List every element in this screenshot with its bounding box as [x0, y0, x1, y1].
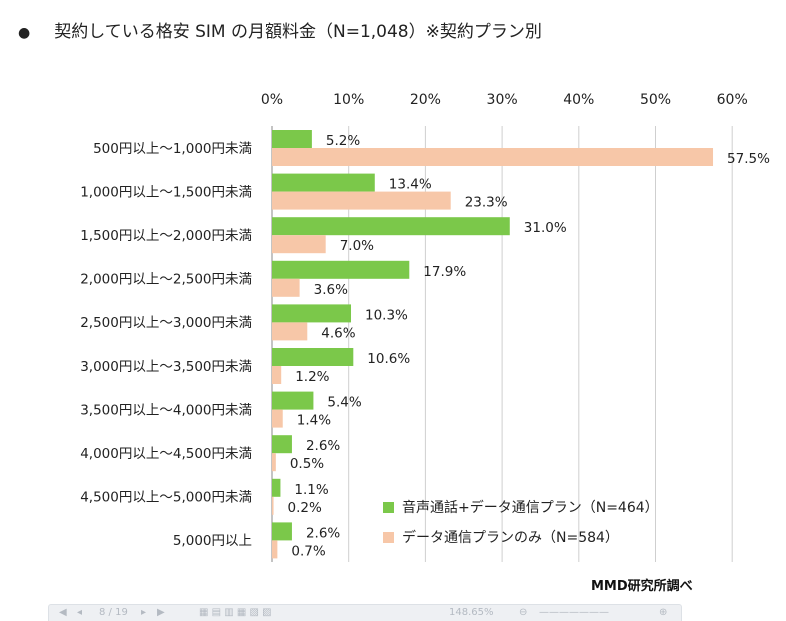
bar-series-2 [272, 191, 451, 210]
bar-series-1 [272, 173, 375, 192]
chart-title: 契約している格安 SIM の月額料金（N=1,048）※契約プラン別 [54, 22, 542, 42]
x-tick-label: 50% [640, 92, 671, 108]
bar-series-1 [272, 435, 292, 454]
data-label-series-1: 10.3% [365, 307, 408, 323]
legend-item-series-2: データ通信プランのみ（N=584） [383, 522, 659, 552]
bar-series-1 [272, 130, 312, 148]
last-page-icon[interactable]: ▶ [157, 607, 165, 618]
category-label: 1,500円以上～2,000円未満 [80, 228, 252, 244]
zoom-in-icon[interactable]: ⊕ [659, 607, 668, 618]
data-label-series-1: 1.1% [294, 482, 328, 498]
bar-series-1 [272, 304, 352, 323]
data-label-series-1: 2.6% [306, 438, 340, 454]
data-label-series-1: 31.0% [524, 220, 567, 236]
data-label-series-2: 4.6% [321, 325, 355, 341]
data-label-series-2: 0.2% [288, 500, 322, 516]
next-page-icon[interactable]: ▸ [141, 607, 147, 618]
bar-series-1 [272, 391, 314, 410]
category-label: 3,000円以上～3,500円未満 [80, 359, 252, 375]
bar-chart: 0% 10% 20% 30% 40% 50% 60% 500円以上～1,000円未満 5.2% 5… [80, 92, 770, 562]
x-tick-label: 40% [563, 92, 594, 108]
bar-series-1 [272, 478, 281, 497]
first-page-icon[interactable]: ◀ [59, 607, 67, 618]
legend-swatch-series-2 [383, 531, 394, 543]
data-label-series-2: 0.5% [290, 456, 324, 472]
bar-series-1 [272, 217, 510, 236]
category-label: 1,000円以上～1,500円未満 [80, 184, 252, 200]
zoom-level[interactable]: 148.65% [449, 607, 494, 618]
title-bullet: ● [18, 25, 31, 41]
bar-series-2 [272, 540, 278, 559]
bar-series-1 [272, 260, 410, 279]
bar-series-2 [272, 366, 282, 384]
x-tick-label: 20% [410, 92, 441, 108]
zoom-slider[interactable]: ——————— [539, 607, 609, 618]
data-label-series-2: 3.6% [314, 282, 348, 298]
x-tick-label: 30% [487, 92, 518, 108]
prev-page-icon[interactable]: ◂ [77, 607, 83, 618]
category-label: 2,500円以上～3,000円未満 [80, 315, 252, 331]
legend-item-series-1: 音声通話+データ通信プラン（N=464） [383, 492, 659, 522]
x-tick-label: 60% [717, 92, 748, 108]
bar-series-1 [272, 348, 354, 366]
data-label-series-1: 13.4% [389, 177, 432, 193]
category-label: 2,000円以上～2,500円未満 [80, 272, 252, 288]
data-label-series-2: 23.3% [465, 195, 508, 211]
legend-swatch-series-1 [383, 501, 394, 513]
bar-series-2 [272, 409, 283, 428]
legend-label-series-2: データ通信プランのみ（N=584） [402, 530, 619, 546]
data-label-series-1: 5.2% [326, 133, 360, 149]
data-label-series-2: 1.4% [297, 413, 331, 429]
data-label-series-1: 10.6% [367, 351, 410, 367]
category-label: 4,500円以上～5,000円未満 [80, 490, 252, 506]
x-tick-label: 0% [261, 92, 283, 108]
x-tick-label: 10% [333, 92, 364, 108]
data-label-series-1: 17.9% [423, 264, 466, 280]
bar-series-2 [272, 278, 300, 297]
chart-title-row: ● 契約している格安 SIM の月額料金（N=1,048）※契約プラン別 [18, 17, 542, 42]
zoom-out-icon[interactable]: ⊖ [519, 607, 528, 618]
bar-series-2 [272, 148, 714, 166]
data-label-series-2: 7.0% [340, 238, 374, 254]
data-label-series-1: 5.4% [327, 395, 361, 411]
category-label: 500円以上～1,000円未満 [93, 141, 252, 157]
category-label: 5,000円以上 [173, 533, 252, 549]
bar-series-2 [272, 496, 274, 515]
data-label-series-2: 1.2% [295, 369, 329, 385]
viewer-toolbar: ◀ ◂ 8 / 19 ▸ ▶ ▦ ▤ ▥ ▦ ▧ ▨ 148.65% ⊖ ———… [48, 604, 682, 621]
bar-series-1 [272, 522, 292, 541]
view-icons[interactable]: ▦ ▤ ▥ ▦ ▧ ▨ [199, 607, 272, 618]
page-indicator[interactable]: 8 / 19 [99, 607, 128, 618]
source-credit: MMD研究所調べ [591, 579, 693, 594]
category-label: 3,500円以上～4,000円未満 [80, 402, 252, 418]
bar-series-2 [272, 453, 276, 472]
data-label-series-2: 57.5% [727, 151, 770, 167]
category-label: 4,000円以上～4,500円未満 [80, 446, 252, 462]
bar-series-2 [272, 235, 326, 254]
data-label-series-1: 2.6% [306, 525, 340, 541]
legend: 音声通話+データ通信プラン（N=464） データ通信プランのみ（N=584） [383, 492, 659, 552]
data-label-series-2: 0.7% [291, 543, 325, 559]
bar-series-2 [272, 322, 308, 341]
legend-label-series-1: 音声通話+データ通信プラン（N=464） [402, 500, 659, 516]
